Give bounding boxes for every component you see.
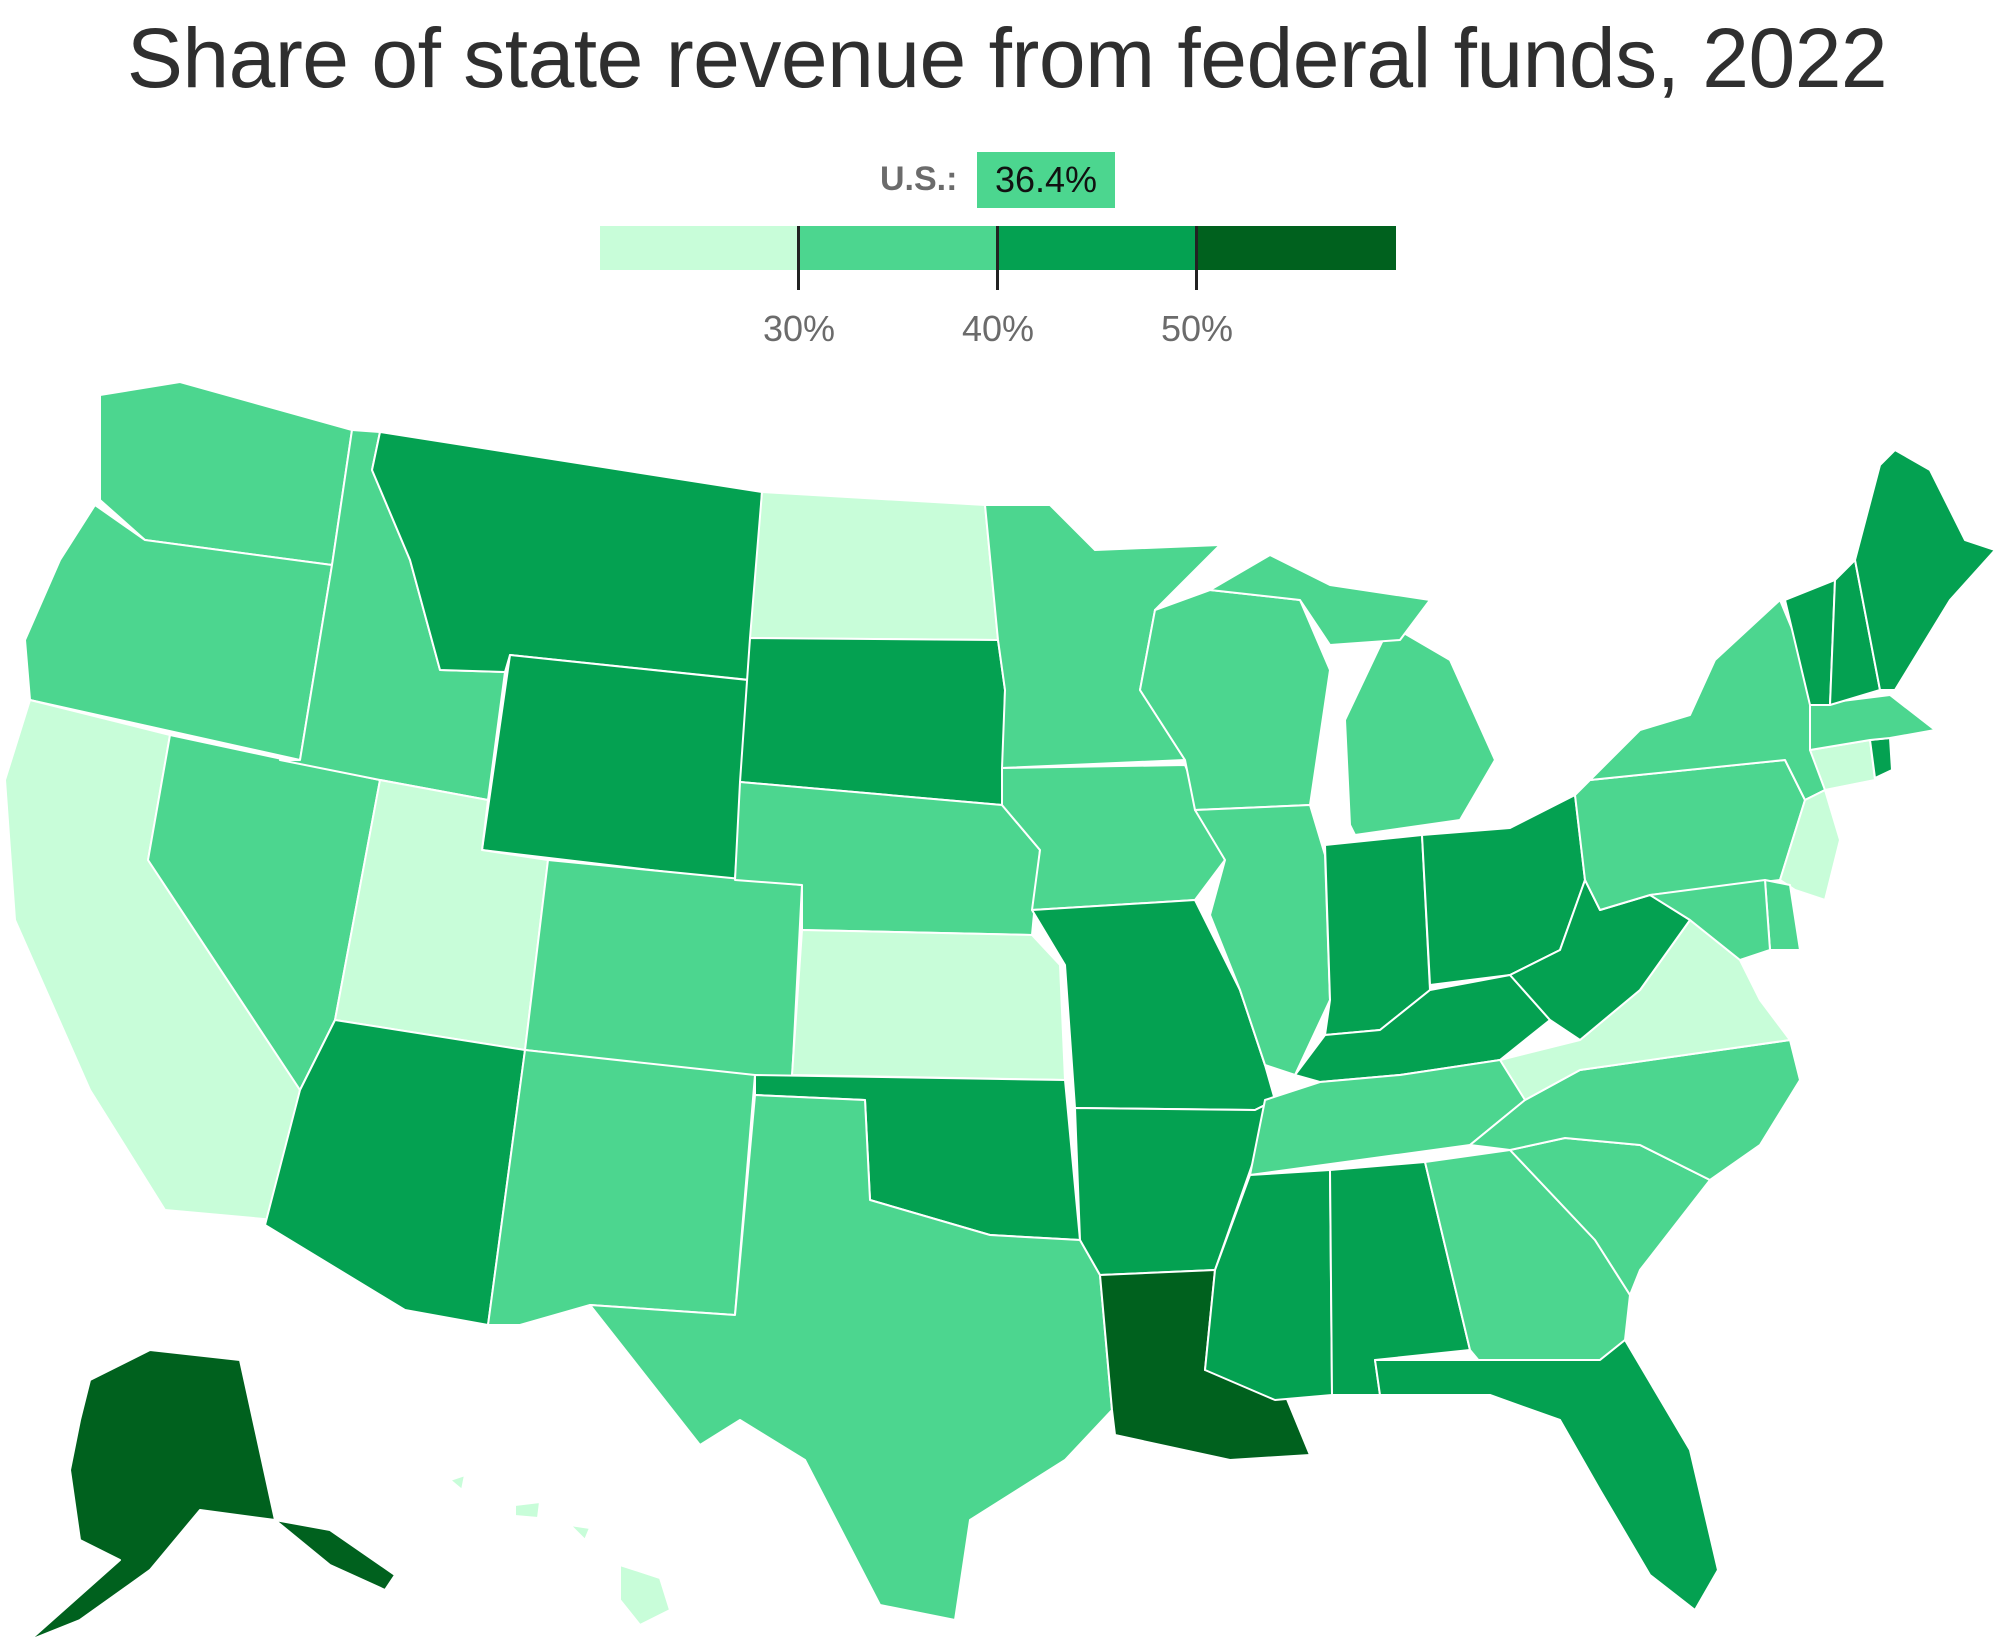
legend-color-bar [600,226,1396,270]
state-mi[interactable] [1344,624,1496,836]
state-hi[interactable] [449,1474,671,1626]
state-mi-up[interactable] [1209,554,1431,646]
state-or[interactable] [24,504,333,761]
legend-label-30: 30% [762,308,836,349]
state-me[interactable] [1854,449,1996,691]
state-wy[interactable] [481,654,749,881]
state-co[interactable] [524,859,803,1081]
state-fl[interactable] [1374,1339,1719,1611]
legend-segment [799,226,998,270]
state-il[interactable] [1194,804,1331,1076]
state-ks[interactable] [791,929,1066,1081]
state-wi[interactable] [1139,589,1331,811]
legend-segment [600,226,799,270]
legend-segment [998,226,1197,270]
legend-label-40: 40% [961,308,1035,349]
state-ak[interactable] [29,1349,396,1641]
legend-tick [797,226,800,290]
state-nd[interactable] [749,491,999,641]
state-nm[interactable] [487,1049,756,1326]
us-choropleth-map [4,381,1996,1641]
state-sd[interactable] [739,637,1006,806]
chart-title: Share of state revenue from federal fund… [126,11,1888,105]
state-md[interactable] [1649,879,1771,961]
legend-label-50: 50% [1160,308,1234,349]
state-tx[interactable] [589,1094,1113,1621]
us-average-label: U.S.: [880,160,958,198]
state-ri[interactable] [1869,737,1893,779]
legend-tick [1195,226,1198,290]
us-average-value: 36.4% [977,152,1115,208]
legend-tick [996,226,999,290]
legend-segment [1197,226,1396,270]
state-ma[interactable] [1809,694,1936,751]
